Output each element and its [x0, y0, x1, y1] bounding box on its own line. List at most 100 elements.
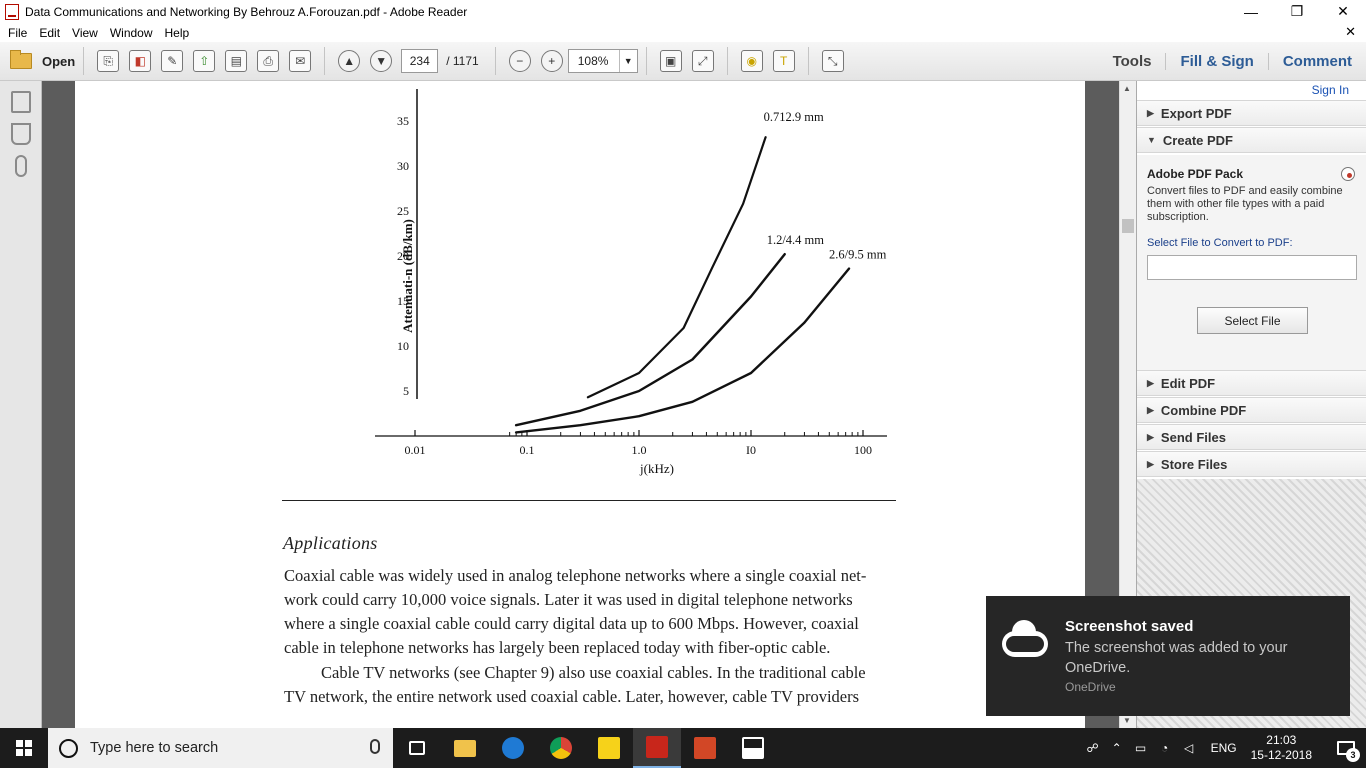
scroll-down-icon[interactable]: ▼ [1123, 716, 1131, 725]
attachments-icon[interactable] [14, 155, 27, 177]
document-viewer[interactable]: 5 10 15 20 25 30 35 0.01 0.1 1.0 I0 100 j(kHz) Attenu… [42, 81, 1119, 728]
chevron-right-icon: ▶ [1147, 377, 1154, 388]
bookmarks-icon[interactable] [10, 123, 31, 145]
highlight-icon[interactable]: T [772, 50, 795, 72]
menu-bar: File Edit View Window Help ✕ [0, 23, 1366, 42]
language-indicator[interactable]: ENG [1210, 741, 1237, 755]
start-button[interactable] [0, 728, 48, 768]
action-center-button[interactable]: 3 [1326, 728, 1366, 768]
tools-tab[interactable]: Tools [1112, 53, 1152, 70]
comment-tab[interactable]: Comment [1267, 53, 1366, 70]
paragraph-line: where a single coaxial cable could carry… [284, 614, 859, 633]
sign-in-link[interactable]: Sign In [1311, 83, 1349, 97]
zoom-in-icon[interactable]: + [540, 50, 563, 72]
zoom-out-icon[interactable]: − [508, 50, 531, 72]
minimize-button[interactable]: — [1244, 3, 1258, 20]
toolbar-separator [494, 47, 496, 75]
menu-file[interactable]: File [8, 25, 28, 40]
chevron-down-icon[interactable]: ▼ [618, 50, 637, 72]
chevron-down-icon: ▼ [1147, 135, 1156, 145]
wifi-icon[interactable]: ◔ [1160, 741, 1169, 755]
clock-time: 21:03 [1266, 733, 1297, 747]
store-files-section[interactable]: ▶ Store Files [1137, 451, 1366, 477]
paragraph-line: Coaxial cable was widely used in analog … [284, 566, 867, 585]
edit-pdf-section[interactable]: ▶ Edit PDF [1137, 370, 1366, 396]
y-tick-label: 15 [397, 294, 409, 308]
page-thumbnails-icon[interactable] [10, 91, 31, 113]
fit-width-icon[interactable]: ⤢ [691, 50, 714, 72]
chevron-up-icon[interactable]: ⌃ [1111, 741, 1122, 755]
chrome-button[interactable] [537, 728, 585, 768]
adobe-reader-button[interactable] [633, 728, 681, 768]
file-explorer-button[interactable] [441, 728, 489, 768]
restore-button[interactable]: ❐ [1290, 3, 1304, 19]
upload-cloud-icon[interactable]: ⇧ [193, 50, 216, 72]
close-document-button[interactable]: ✕ [1345, 24, 1356, 39]
full-screen-icon[interactable]: ⤡ [821, 50, 844, 72]
export-pdf-section[interactable]: ▶ Export PDF [1137, 100, 1366, 126]
attenuation-chart: 5 10 15 20 25 30 35 0.01 0.1 1.0 I0 100 j(kHz) Attenu… [375, 89, 887, 476]
task-view-button[interactable] [393, 728, 441, 768]
task-pane-tabs: Tools Fill & Sign Comment [1099, 42, 1366, 81]
section-label: Edit PDF [1160, 375, 1216, 391]
open-button[interactable]: Open [10, 46, 75, 76]
menu-edit[interactable]: Edit [39, 25, 61, 40]
series-line [586, 136, 767, 399]
data-point [638, 372, 640, 374]
onedrive-notification[interactable]: Screenshot saved The screenshot was adde… [986, 596, 1350, 716]
clock[interactable]: 21:03 15-12-2018 [1251, 733, 1312, 763]
toolbar-separator [645, 47, 647, 75]
export-pdf-icon[interactable]: ◧ [129, 50, 152, 72]
pdf-pack-title: Adobe PDF Pack [1147, 167, 1244, 181]
select-file-button[interactable]: Select File [1197, 307, 1308, 334]
send-files-section[interactable]: ▶ Send Files [1137, 424, 1366, 450]
select-file-label: Select File to Convert to PDF: [1147, 237, 1293, 249]
volume-icon[interactable]: ◁ [1183, 741, 1194, 755]
previous-page-icon[interactable]: ▲ [338, 50, 361, 72]
combine-pdf-section[interactable]: ▶ Combine PDF [1137, 397, 1366, 423]
file-path-input[interactable] [1147, 255, 1357, 280]
folder-icon [10, 50, 32, 69]
search-box[interactable]: Type here to search [48, 728, 393, 768]
edit-document-icon[interactable]: ✎ [161, 50, 184, 72]
y-axis-label: Attenuati-n (dB/km) [400, 219, 415, 333]
print-icon[interactable]: ⎙ [257, 50, 280, 72]
menu-help[interactable]: Help [164, 25, 190, 40]
zoom-select[interactable]: 108% ▼ [567, 49, 638, 73]
chevron-right-icon: ▶ [1147, 431, 1154, 442]
system-tray: ☍ ⌃ ▭ ◔ ◁ ENG 21:03 15-12-2018 3 [1081, 728, 1366, 768]
page-number-input[interactable]: 234 [401, 49, 439, 73]
notification-count: 3 [1346, 748, 1360, 762]
vertical-scrollbar[interactable]: ▲ ▼ [1119, 81, 1136, 728]
edge-button[interactable] [489, 728, 537, 768]
window-controls: — ❐ ✕ [1228, 0, 1366, 23]
microphone-icon[interactable] [370, 739, 380, 754]
powerpoint-button[interactable] [681, 728, 729, 768]
email-icon[interactable]: ✉ [289, 50, 312, 72]
create-pdf-icon[interactable]: ⎘ [97, 50, 120, 72]
title-bar: Data Communications and Networking By Be… [0, 0, 1366, 23]
notification-source: OneDrive [1065, 680, 1116, 694]
scroll-up-icon[interactable]: ▲ [1123, 84, 1131, 93]
data-point [587, 396, 589, 399]
paragraph-line: Cable TV networks (see Chapter 9) also u… [321, 663, 866, 682]
people-icon[interactable]: ☍ [1086, 741, 1099, 755]
battery-icon[interactable]: ▭ [1134, 741, 1147, 755]
y-tick-label: 20 [397, 249, 409, 263]
next-page-icon[interactable]: ▼ [370, 50, 393, 72]
save-icon[interactable]: ▤ [225, 50, 248, 72]
menu-window[interactable]: Window [109, 25, 153, 40]
create-pdf-section[interactable]: ▼ Create PDF [1137, 127, 1366, 153]
fill-sign-tab[interactable]: Fill & Sign [1165, 53, 1267, 70]
windows-icon [16, 740, 32, 756]
menu-view[interactable]: View [72, 25, 98, 40]
scroll-thumb[interactable] [1122, 219, 1134, 233]
photos-button[interactable] [729, 728, 777, 768]
close-button[interactable]: ✕ [1337, 3, 1349, 19]
toolbar: Open ⎘ ◧ ✎ ⇧ ▤ ⎙ ✉ ▲ ▼ 234 / 1171 − + 10… [0, 42, 1366, 81]
pdf-icon [646, 736, 668, 758]
sticky-note-icon[interactable]: ◉ [740, 50, 763, 72]
sticky-notes-button[interactable] [585, 728, 633, 768]
fit-page-icon[interactable]: ▣ [659, 50, 682, 72]
notification-title: Screenshot saved [1065, 618, 1194, 635]
